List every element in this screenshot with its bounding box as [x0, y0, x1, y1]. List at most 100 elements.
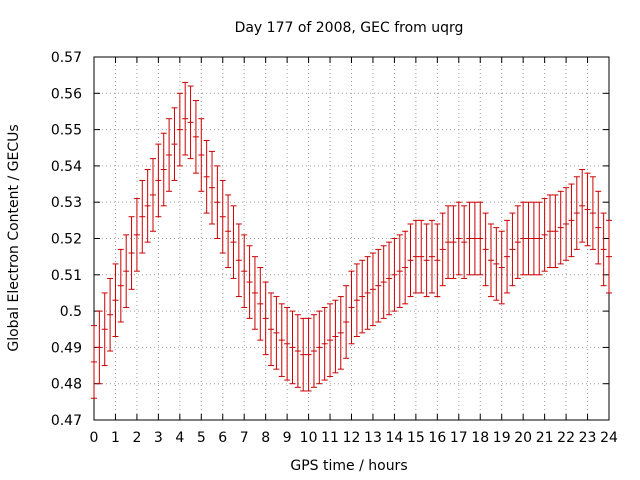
data-point	[348, 270, 355, 345]
y-tick-label: 0.49	[51, 340, 82, 356]
data-point	[487, 223, 494, 298]
data-point	[235, 223, 242, 298]
data-point	[214, 165, 221, 239]
data-point	[369, 252, 376, 327]
data-point	[300, 317, 307, 392]
x-tick-label: 6	[218, 430, 227, 446]
data-point	[294, 314, 301, 388]
x-tick-label: 14	[386, 430, 404, 446]
data-point	[364, 256, 371, 330]
data-point	[225, 194, 232, 269]
data-point	[139, 179, 146, 254]
data-point	[396, 234, 403, 308]
data-point	[107, 277, 114, 352]
data-point	[230, 205, 237, 279]
chart-title: Day 177 of 2008, GEC from uqrg	[235, 20, 464, 36]
data-point	[310, 314, 317, 388]
data-point	[192, 100, 199, 174]
x-tick-label: 17	[450, 430, 468, 446]
data-point	[133, 198, 140, 272]
data-point	[530, 201, 537, 276]
data-point	[128, 216, 135, 290]
data-point	[337, 296, 344, 370]
data-point	[552, 194, 559, 269]
data-point	[219, 179, 226, 254]
x-tick-label: 13	[364, 430, 382, 446]
data-point	[203, 139, 210, 214]
y-tick-label: 0.54	[51, 159, 82, 175]
data-point	[536, 201, 543, 276]
data-point	[471, 201, 478, 276]
data-point	[439, 212, 446, 287]
data-point	[498, 230, 505, 305]
data-point	[144, 169, 151, 243]
data-point	[160, 132, 167, 207]
x-tick-label: 7	[240, 430, 249, 446]
x-tick-label: 20	[514, 430, 532, 446]
y-tick-label: 0.57	[51, 50, 82, 66]
data-point	[289, 310, 296, 385]
data-point	[402, 230, 409, 305]
data-point	[112, 263, 119, 338]
data-point	[96, 310, 103, 385]
data-point	[305, 317, 312, 392]
data-point	[423, 223, 430, 298]
data-point	[91, 325, 97, 399]
x-tick-label: 4	[175, 430, 184, 446]
data-point	[482, 212, 489, 287]
data-point	[176, 92, 183, 167]
data-point	[557, 190, 564, 265]
data-point	[209, 150, 216, 225]
data-point	[434, 223, 441, 298]
data-point	[407, 223, 414, 298]
data-point	[375, 248, 382, 323]
data-point	[563, 187, 570, 261]
data-point	[257, 267, 264, 341]
data-point	[166, 118, 173, 192]
x-tick-label: 9	[283, 430, 292, 446]
data-point	[321, 306, 328, 381]
x-tick-label: 1	[111, 430, 120, 446]
data-point	[412, 219, 419, 294]
axis-ticks: 0 1 2 3 4 5 6 7 8 9 10 11 12 13 14 15 16 17 18 19 20 21 22 23 24…	[51, 50, 618, 446]
x-tick-label: 0	[90, 430, 99, 446]
x-tick-label: 2	[132, 430, 141, 446]
x-tick-label: 23	[579, 430, 597, 446]
data-point	[477, 201, 484, 276]
x-tick-label: 5	[197, 430, 206, 446]
data-point	[246, 245, 253, 319]
x-tick-label: 21	[536, 430, 554, 446]
data-point	[606, 219, 612, 294]
data-point	[568, 183, 575, 258]
data-point	[359, 259, 366, 334]
data-point	[182, 81, 189, 156]
data-point	[278, 303, 285, 377]
data-point	[155, 143, 162, 218]
y-tick-label: 0.55	[51, 123, 82, 139]
data-point	[187, 85, 194, 160]
data-point	[525, 201, 532, 276]
data-point	[123, 234, 130, 308]
data-point	[595, 190, 602, 265]
data-point	[579, 169, 586, 243]
data-point	[584, 172, 591, 247]
data-point	[343, 285, 350, 359]
data-point	[445, 205, 452, 279]
data-point	[546, 194, 553, 269]
x-tick-label: 16	[428, 430, 446, 446]
data-point	[273, 296, 280, 370]
data-point	[353, 263, 360, 338]
data-point	[504, 219, 511, 294]
data-point	[262, 281, 269, 356]
data-point	[268, 292, 275, 367]
y-tick-label: 0.52	[51, 232, 82, 248]
data-point	[117, 248, 124, 323]
data-point	[450, 205, 457, 279]
data-point	[428, 219, 435, 294]
x-tick-label: 11	[321, 430, 339, 446]
x-tick-label: 22	[557, 430, 575, 446]
y-tick-label: 0.48	[51, 377, 82, 393]
y-tick-label: 0.53	[51, 195, 82, 211]
data-point	[573, 176, 580, 250]
